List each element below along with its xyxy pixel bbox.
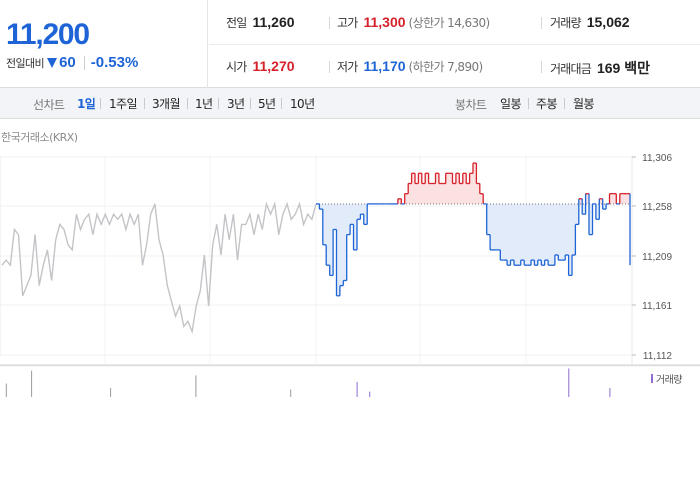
y-tick-label: 11,112 bbox=[643, 351, 673, 362]
period-1y[interactable]: 1년 bbox=[195, 97, 213, 111]
stat-value: 11,260 bbox=[252, 14, 295, 30]
stat-value: 15,062 bbox=[586, 14, 630, 30]
quote-header: 11,200 전일대비 60 -0.53% 전일 11,260 고가 11,30… bbox=[0, 0, 700, 88]
stats-divider bbox=[209, 44, 700, 45]
stat-label: 시가 bbox=[226, 60, 247, 74]
stat-value: 169 백만 bbox=[596, 60, 650, 76]
stat-trade-value: 거래대금 169 백만 bbox=[550, 58, 650, 78]
y-tick-label: 11,306 bbox=[642, 153, 672, 164]
change-amount: 60 bbox=[59, 54, 76, 71]
period-1w[interactable]: 1주일 bbox=[109, 97, 138, 111]
volume-legend-label: 거래량 bbox=[655, 375, 683, 386]
price-summary: 11,200 전일대비 60 -0.53% bbox=[0, 0, 208, 88]
stat-divider bbox=[541, 17, 542, 29]
period-divider bbox=[250, 98, 251, 109]
period-5y[interactable]: 5년 bbox=[258, 97, 276, 111]
candle-monthly[interactable]: 월봉 bbox=[573, 97, 594, 111]
stat-value: 11,270 bbox=[252, 58, 295, 74]
period-3y[interactable]: 3년 bbox=[227, 97, 245, 111]
data-source-label: 한국거래소(KRX) bbox=[1, 131, 78, 144]
period-1d[interactable]: 1일 bbox=[77, 97, 96, 111]
period-divider bbox=[281, 98, 282, 109]
period-10y[interactable]: 10년 bbox=[290, 97, 315, 111]
period-divider bbox=[564, 98, 565, 109]
y-tick-label: 11,161 bbox=[642, 301, 672, 312]
stat-label: 거래량 bbox=[550, 16, 582, 30]
stat-note: (하한가 7,890) bbox=[408, 60, 484, 74]
stat-volume: 거래량 15,062 bbox=[550, 14, 630, 31]
below-baseline-fill bbox=[316, 203, 630, 296]
current-price: 11,200 bbox=[6, 18, 90, 51]
stat-open: 시가 11,270 bbox=[226, 58, 295, 75]
stat-divider bbox=[329, 17, 330, 29]
candle-chart-label: 봉차트 bbox=[455, 98, 487, 112]
history-price-line bbox=[1, 201, 317, 335]
candle-daily[interactable]: 일봉 bbox=[500, 97, 521, 111]
period-3m[interactable]: 3개월 bbox=[152, 97, 181, 111]
period-divider bbox=[218, 98, 219, 109]
change-label: 전일대비 bbox=[6, 56, 45, 70]
period-divider bbox=[528, 98, 529, 109]
stat-value: 11,300 bbox=[363, 14, 406, 30]
change-divider bbox=[83, 55, 85, 70]
stat-prev-close: 전일 11,260 bbox=[226, 14, 295, 31]
price-chart: 11,306 11,258 11,209 11,161 11,112 bbox=[0, 153, 700, 397]
stat-label: 고가 bbox=[337, 16, 358, 30]
stat-value: 11,170 bbox=[363, 58, 406, 74]
period-divider bbox=[144, 98, 145, 109]
quote-stats: 전일 11,260 고가 11,300 (상한가 14,630) 거래량 15,… bbox=[209, 0, 700, 88]
candle-weekly[interactable]: 주봉 bbox=[536, 97, 557, 111]
stat-low: 저가 11,170 (하한가 7,890) bbox=[337, 58, 483, 75]
change-row: 전일대비 60 -0.53% bbox=[6, 54, 138, 71]
period-divider bbox=[100, 98, 101, 109]
y-tick-label: 11,209 bbox=[642, 252, 672, 263]
line-chart-label: 선차트 bbox=[33, 98, 65, 112]
y-tick-label: 11,258 bbox=[642, 202, 672, 213]
stat-divider bbox=[541, 61, 542, 73]
stat-divider bbox=[329, 61, 330, 73]
volume-legend-swatch bbox=[650, 374, 653, 383]
above-baseline-fill bbox=[316, 163, 630, 204]
change-percent: -0.53% bbox=[90, 54, 139, 71]
chart-toolbar: 선차트 1일 1주일 3개월 1년 3년 5년 10년 봉차트 일봉 주봉 월봉 bbox=[0, 88, 700, 119]
stat-label: 전일 bbox=[226, 16, 247, 30]
stat-label: 저가 bbox=[337, 60, 358, 74]
stat-label: 거래대금 bbox=[550, 62, 592, 76]
volume-legend: 거래량 bbox=[650, 371, 683, 386]
down-triangle-icon bbox=[47, 57, 58, 68]
stat-high: 고가 11,300 (상한가 14,630) bbox=[337, 14, 490, 31]
stat-note: (상한가 14,630) bbox=[408, 16, 491, 30]
period-divider bbox=[187, 98, 188, 109]
